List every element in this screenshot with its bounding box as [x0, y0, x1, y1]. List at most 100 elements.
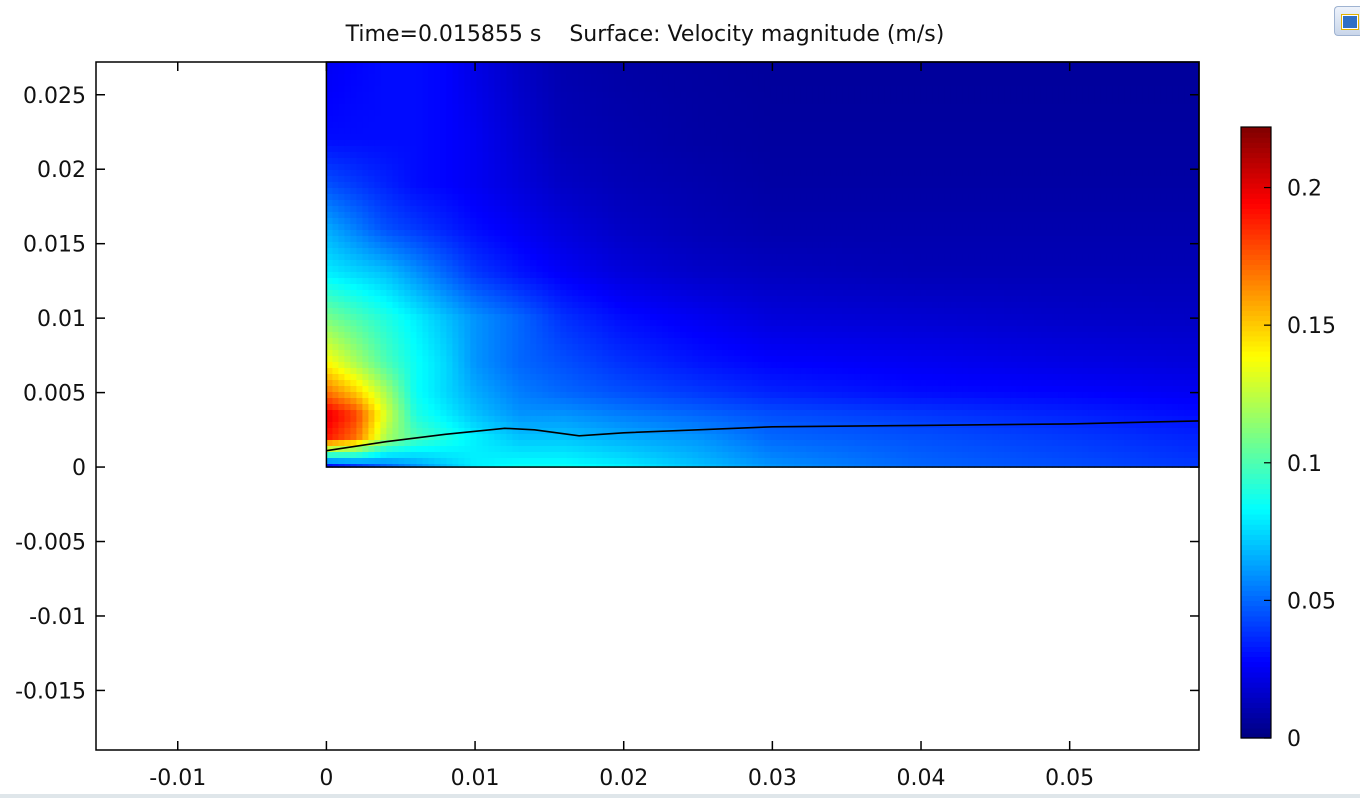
field-cell [1130, 116, 1138, 123]
field-cell [488, 182, 496, 189]
field-cell [734, 110, 742, 117]
field-cell [1058, 254, 1066, 261]
field-cell [350, 152, 358, 159]
field-cell [974, 122, 982, 129]
field-cell [410, 212, 418, 219]
field-cell [668, 176, 676, 183]
field-cell [536, 152, 544, 159]
field-cell [1028, 218, 1036, 225]
field-cell [608, 116, 616, 123]
field-cell [788, 146, 796, 153]
field-cell [566, 224, 574, 231]
field-cell [1148, 158, 1156, 165]
field-cell [356, 194, 364, 201]
field-cell [680, 242, 688, 249]
field-cell [1034, 206, 1042, 213]
field-cell [1082, 236, 1090, 243]
field-cell [926, 194, 934, 201]
field-cell [1034, 182, 1042, 189]
field-cell [866, 248, 874, 255]
field-cell [1124, 236, 1132, 243]
field-cell [836, 170, 844, 177]
field-cell [506, 188, 514, 195]
field-cell [590, 86, 598, 93]
field-cell [1046, 236, 1054, 243]
field-cell [1076, 74, 1084, 81]
field-cell [500, 212, 508, 219]
field-cell [542, 176, 550, 183]
field-cell [416, 110, 424, 117]
field-cell [542, 200, 550, 207]
field-cell [884, 164, 892, 171]
field-cell [452, 122, 460, 129]
field-cell [1004, 200, 1012, 207]
field-cell [854, 80, 862, 87]
field-cell [566, 80, 574, 87]
field-cell [1112, 122, 1120, 129]
field-cell [1178, 218, 1186, 225]
field-cell [1118, 62, 1126, 69]
field-cell [740, 74, 748, 81]
field-cell [962, 128, 970, 135]
field-cell [788, 152, 796, 159]
field-cell [608, 182, 616, 189]
field-cell [386, 98, 394, 105]
field-cell [518, 224, 526, 231]
field-cell [848, 182, 856, 189]
field-cell [596, 170, 604, 177]
field-cell [1004, 140, 1012, 147]
field-cell [1040, 212, 1048, 219]
field-cell [512, 104, 520, 111]
field-cell [1058, 164, 1066, 171]
field-cell [398, 62, 406, 69]
field-cell [482, 194, 490, 201]
field-cell [512, 182, 520, 189]
field-cell [1094, 206, 1102, 213]
field-cell [434, 266, 442, 273]
field-cell [524, 176, 532, 183]
field-cell [1142, 206, 1150, 213]
field-cell [494, 224, 502, 231]
field-cell [998, 128, 1006, 135]
field-cell [458, 122, 466, 129]
field-cell [1130, 194, 1138, 201]
field-cell [770, 248, 778, 255]
field-cell [770, 176, 778, 183]
field-cell [554, 116, 562, 123]
field-cell [800, 212, 808, 219]
field-cell [632, 164, 640, 171]
field-cell [1022, 248, 1030, 255]
field-cell [794, 188, 802, 195]
field-cell [1154, 164, 1162, 171]
field-cell [1190, 260, 1198, 267]
field-cell [1136, 170, 1144, 177]
field-cell [452, 128, 460, 135]
field-cell [1148, 92, 1156, 99]
field-cell [998, 158, 1006, 165]
field-cell [578, 212, 586, 219]
field-cell [848, 146, 856, 153]
field-cell [914, 194, 922, 201]
field-cell [554, 92, 562, 99]
field-cell [668, 242, 676, 249]
field-cell [1088, 254, 1096, 261]
field-cell [1046, 122, 1054, 129]
field-cell [1064, 68, 1072, 75]
field-cell [602, 170, 610, 177]
field-cell [554, 146, 562, 153]
field-cell [464, 254, 472, 261]
field-cell [1166, 86, 1174, 93]
field-cell [608, 98, 616, 105]
field-cell [374, 104, 382, 111]
field-cell [788, 212, 796, 219]
field-cell [1118, 122, 1126, 129]
field-cell [452, 80, 460, 87]
field-cell [818, 104, 826, 111]
field-cell [410, 92, 418, 99]
field-cell [344, 212, 352, 219]
field-cell [1184, 188, 1192, 195]
field-cell [566, 164, 574, 171]
field-cell [710, 212, 718, 219]
field-cell [1094, 122, 1102, 129]
field-cell [728, 116, 736, 123]
